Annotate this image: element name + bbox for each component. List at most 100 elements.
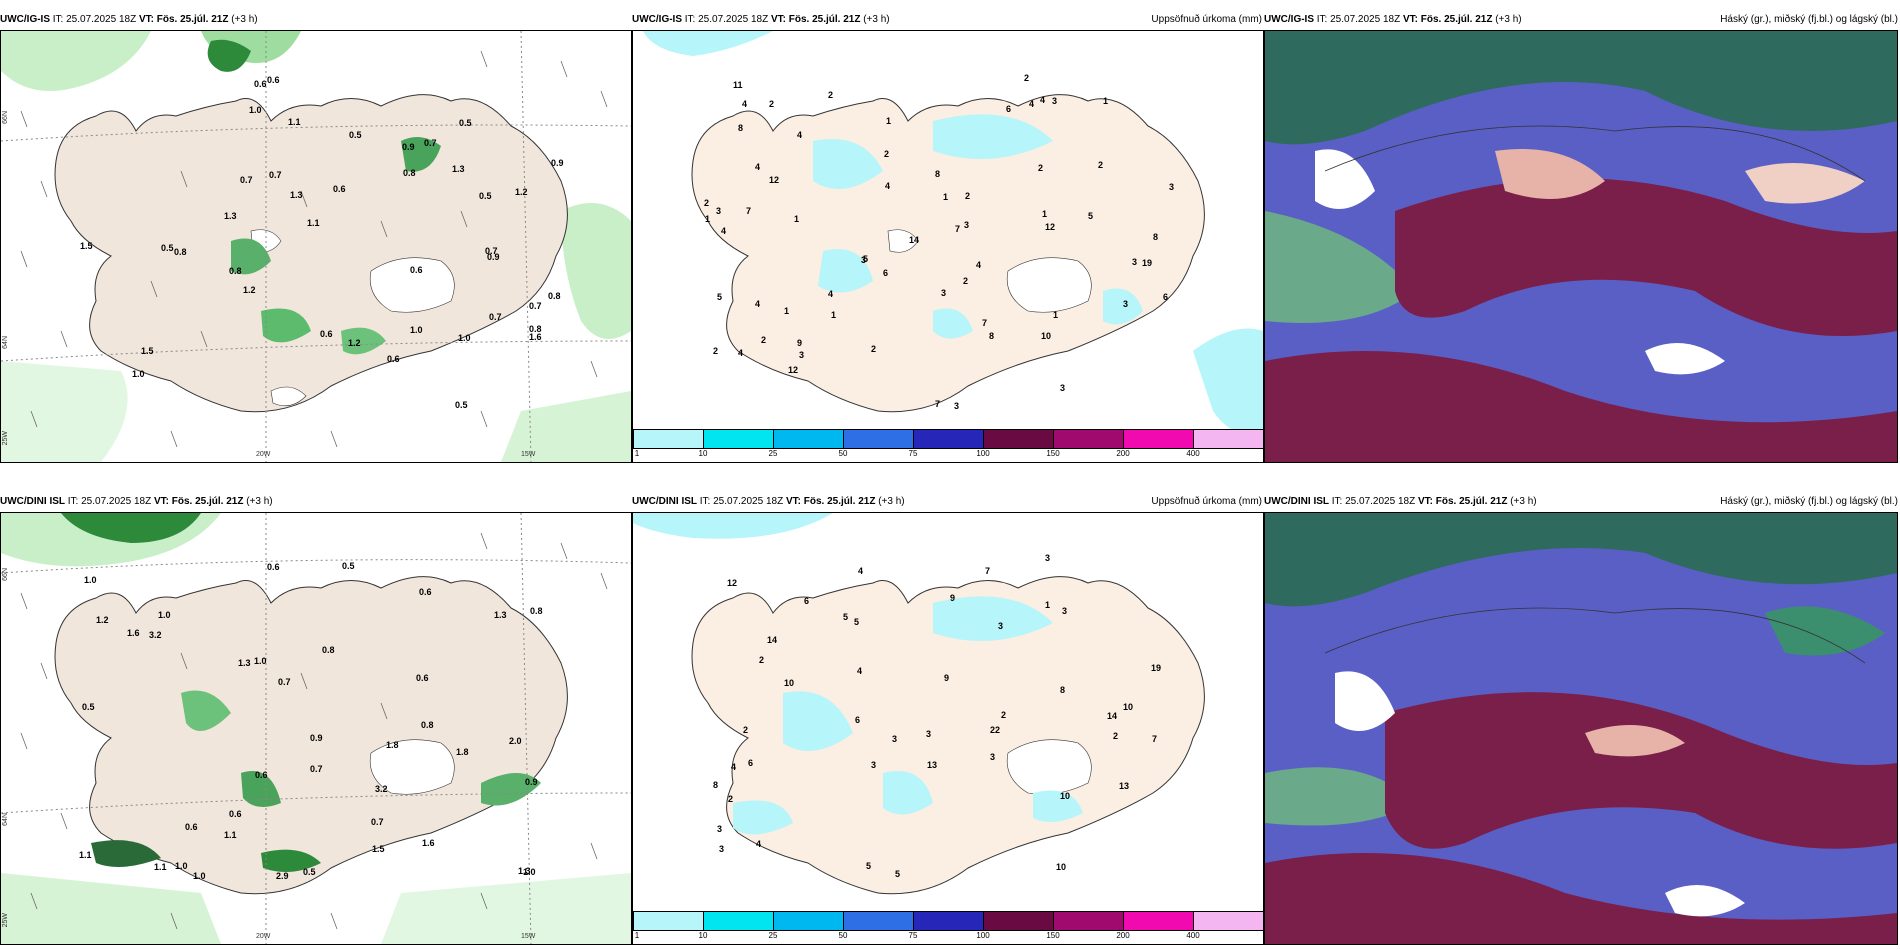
value-label: 2	[1113, 731, 1119, 741]
map-gust-top: 66N 64N 25W 20W 15W 0.6 0.8 1.0 1.0 0.6 0.9 0.…	[0, 30, 632, 463]
value-label: 1	[943, 192, 949, 202]
legend-tick-label: 150	[1046, 931, 1060, 940]
value-label: 2	[728, 794, 734, 804]
legend-tick-label: 400	[1186, 931, 1200, 940]
value-label: 4	[885, 181, 891, 191]
lat-label-64n: 64N	[2, 813, 9, 826]
value-label: 14	[767, 635, 778, 645]
value-label: 6	[855, 715, 861, 725]
valid-time: VT: Fös. 25.júl. 21Z	[785, 496, 876, 507]
value-label: 3	[1062, 606, 1068, 616]
value-label: 0.5	[455, 400, 468, 410]
value-label: 0.9	[402, 142, 415, 152]
init-time: IT: 25.07.2025 18Z	[1316, 14, 1401, 25]
value-label: 3	[1123, 299, 1129, 309]
value-label: 4	[857, 666, 863, 676]
panel-title: UWC/IG-IS IT: 25.07.2025 18Z VT: Fös. 25…	[632, 12, 1264, 28]
value-label: 7	[935, 399, 941, 409]
value-label: 4	[755, 299, 761, 309]
legend-tick-label: 100	[976, 931, 990, 940]
field-title: Uppsöfnuð úrkoma (mm)	[1151, 496, 1262, 507]
value-label: 1.3	[452, 164, 465, 174]
value-label: 6	[1006, 104, 1012, 114]
value-label: 10	[1056, 862, 1067, 872]
value-label: 0.8	[529, 324, 542, 334]
value-label: 5	[866, 861, 872, 871]
value-label: 2	[828, 90, 834, 100]
legend-swatch	[1194, 912, 1263, 930]
legend-swatch	[1124, 430, 1194, 448]
value-label: 3	[954, 401, 960, 411]
map-precip-bottom: 2 3 6 5 3 10 8 4 7 10 9 6 2 5 7 3 10 6 3 4 8 13 14 12 22 19 9 10 4 3 3…	[632, 512, 1264, 945]
valid-time: VT: Fös. 25.júl. 21Z	[138, 14, 229, 25]
value-label: 12	[1045, 222, 1056, 232]
value-label: 2	[1001, 710, 1007, 720]
value-label: 5	[854, 617, 860, 627]
value-label: 19	[1151, 663, 1162, 673]
lead-time: (+3 h)	[231, 14, 258, 25]
value-label: 1	[784, 306, 790, 316]
value-label: 1.1	[79, 850, 92, 860]
value-label: 0.6	[333, 184, 346, 194]
value-label: 1.3	[290, 190, 303, 200]
value-label: 5	[1088, 211, 1094, 221]
lead-time: (+3 h)	[1495, 14, 1522, 25]
value-label: 1.1	[224, 830, 237, 840]
value-label: 0.6	[320, 329, 333, 339]
value-label: 4	[858, 566, 864, 576]
precip-map-svg	[633, 513, 1205, 895]
value-label: 22	[990, 725, 1001, 735]
value-label: 6	[804, 596, 810, 606]
lon-label-20w: 20W	[256, 933, 271, 940]
gust-map-svg	[1, 513, 631, 944]
value-label: 8	[1153, 232, 1159, 242]
legend-block: 1 10 25 50 75 100 150 200 400	[633, 429, 1263, 461]
value-label: 8	[1060, 685, 1066, 695]
value-label: 1	[1053, 310, 1059, 320]
value-label: 0.7	[424, 138, 437, 148]
value-label: 4	[797, 130, 803, 140]
legend-tick-label: 50	[838, 449, 848, 458]
field-title: Háský (gr.), miðský (fj.bl.) og lágský (…	[1720, 14, 1898, 25]
value-label: 2	[1038, 163, 1044, 173]
value-label: 5	[843, 612, 849, 622]
value-label: 0.5	[459, 118, 472, 128]
value-label: 2	[1098, 160, 1104, 170]
value-label: 5	[717, 292, 723, 302]
value-label: 11	[733, 80, 743, 90]
legend-swatch	[914, 430, 984, 448]
panel-title: UWC/DINI ISL IT: 25.07.2025 18Z VT: Fös.…	[1264, 494, 1900, 510]
lead-time: (+3 h)	[1510, 496, 1537, 507]
legend-tick-label: 25	[768, 931, 778, 940]
legend-swatch	[1054, 430, 1124, 448]
legend-swatch	[634, 912, 704, 930]
value-label: 0.5	[479, 191, 492, 201]
legend-tick-label: 200	[1116, 931, 1130, 940]
value-label: 0.8	[421, 720, 434, 730]
value-label: 3	[1052, 96, 1058, 106]
value-label: 7	[955, 224, 961, 234]
value-label: 3	[1060, 383, 1066, 393]
value-label: 0.8	[530, 606, 543, 616]
value-label: 3	[990, 752, 996, 762]
value-label: 1	[794, 214, 800, 224]
value-label: 7	[746, 206, 752, 216]
panel-clouds-top: UWC/IG-IS IT: 25.07.2025 18Z VT: Fös. 25…	[1264, 14, 1900, 463]
lon-label-15w: 15W	[521, 933, 536, 940]
value-label: 6	[748, 758, 754, 768]
panel-title: UWC/IG-IS IT: 25.07.2025 18Z VT: Fös. 25…	[0, 12, 632, 28]
legend-swatch	[984, 430, 1054, 448]
value-label: 1.1	[288, 117, 301, 127]
value-label: 0.6	[267, 75, 280, 85]
value-label: 0.8	[322, 645, 335, 655]
value-label: 1.0	[132, 369, 145, 379]
value-label: 1.2	[348, 338, 361, 348]
legend-swatch	[1054, 912, 1124, 930]
legend-tick-label: 10	[698, 449, 708, 458]
value-label: 12	[727, 578, 738, 588]
legend-tick-label: 25	[768, 449, 778, 458]
value-label: 0.6	[267, 562, 280, 572]
panel-title: UWC/IG-IS IT: 25.07.2025 18Z VT: Fös. 25…	[1264, 12, 1900, 28]
legend-swatch	[914, 912, 984, 930]
value-label: 4	[1040, 95, 1046, 105]
